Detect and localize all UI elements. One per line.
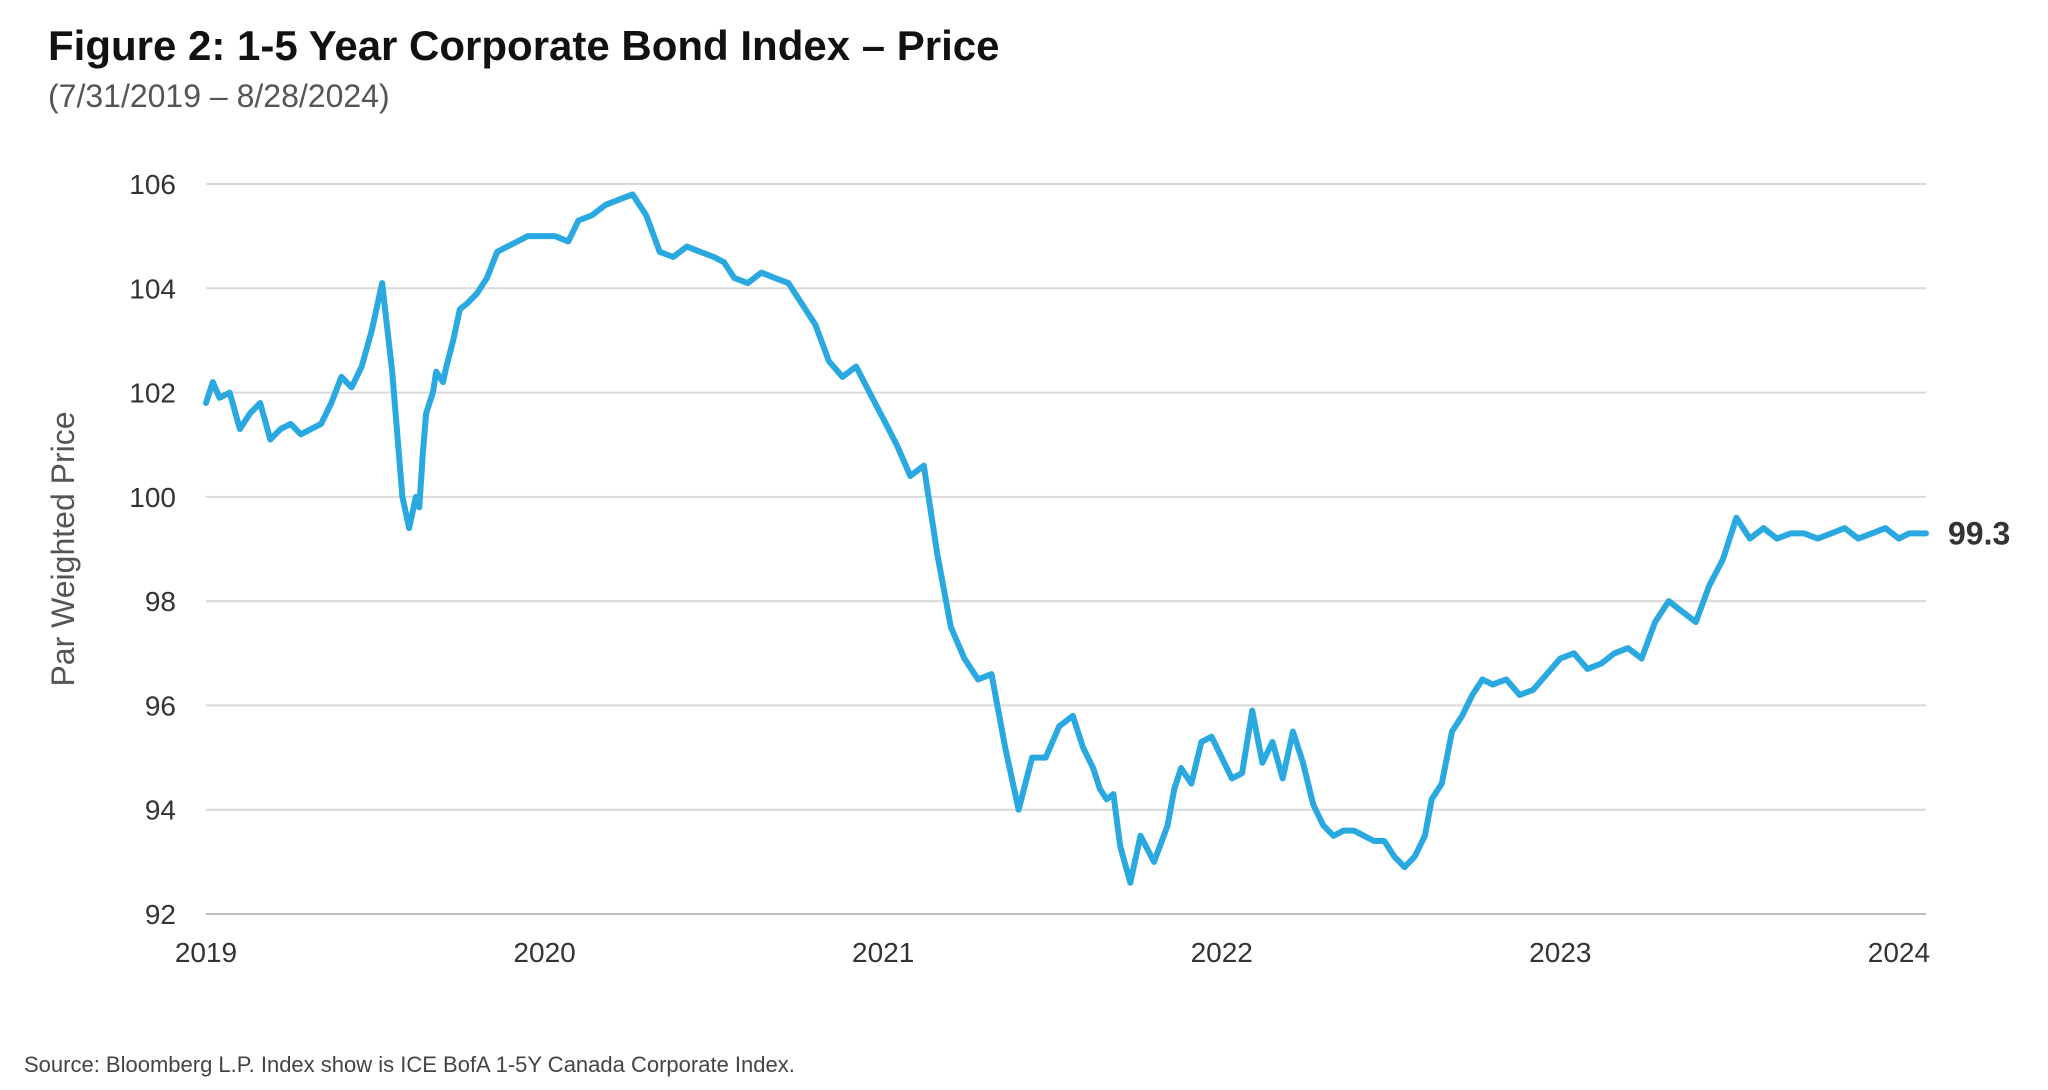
y-tick-label: 98 xyxy=(145,586,176,617)
x-tick-label: 2024 xyxy=(1868,937,1930,968)
x-tick-label: 2022 xyxy=(1191,937,1253,968)
y-tick-label: 106 xyxy=(129,169,176,200)
y-tick-label: 104 xyxy=(129,273,176,304)
y-tick-label: 92 xyxy=(145,899,176,930)
gridlines xyxy=(206,183,1926,811)
x-tick-labels: 2019 2020 2021 2022 2023 2024 xyxy=(175,937,1930,968)
x-tick-label: 2020 xyxy=(513,937,575,968)
end-value-label: 99.3 xyxy=(1948,515,2010,551)
source-note: Source: Bloomberg L.P. Index show is ICE… xyxy=(24,1052,795,1077)
x-tick-label: 2019 xyxy=(175,937,237,968)
y-tick-label: 96 xyxy=(145,690,176,721)
series-line xyxy=(203,191,1929,886)
y-tick-label: 100 xyxy=(129,482,176,513)
chart-title: Figure 2: 1-5 Year Corporate Bond Index … xyxy=(48,22,1000,69)
y-tick-labels: 92 94 96 98 100 102 104 106 xyxy=(129,169,176,930)
y-tick-label: 94 xyxy=(145,795,176,826)
x-tick-label: 2023 xyxy=(1529,937,1591,968)
x-tick-label: 2021 xyxy=(852,937,914,968)
chart-svg: 92 94 96 98 100 102 104 106 2019 2020 2021 2022 202… xyxy=(45,169,2010,968)
y-tick-label: 102 xyxy=(129,378,176,409)
series-group xyxy=(203,191,1929,886)
y-axis-title: Par Weighted Price xyxy=(45,411,81,686)
chart-subtitle: (7/31/2019 – 8/28/2024) xyxy=(48,78,390,114)
